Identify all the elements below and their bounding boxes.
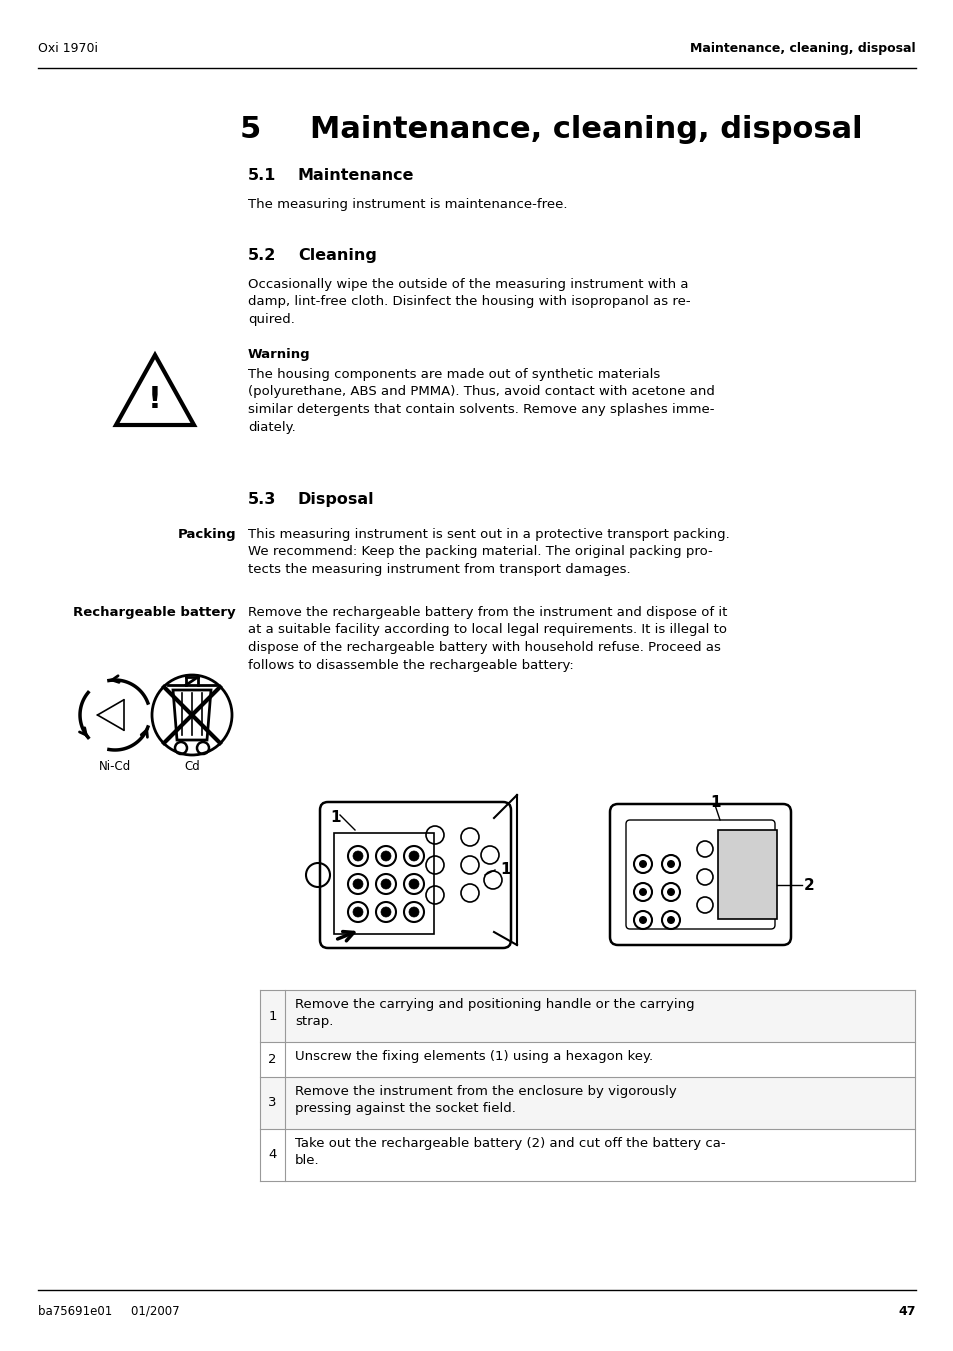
- Circle shape: [409, 907, 418, 917]
- Circle shape: [409, 880, 418, 889]
- Text: Rechargeable battery: Rechargeable battery: [73, 607, 235, 619]
- Text: Take out the rechargeable battery (2) and cut off the battery ca-
ble.: Take out the rechargeable battery (2) an…: [294, 1138, 725, 1167]
- Circle shape: [380, 880, 391, 889]
- FancyBboxPatch shape: [260, 990, 914, 1042]
- FancyBboxPatch shape: [260, 1042, 914, 1077]
- Text: 5.2: 5.2: [248, 249, 276, 263]
- Text: Maintenance: Maintenance: [297, 168, 414, 182]
- Text: 3: 3: [268, 1097, 276, 1109]
- Circle shape: [666, 888, 675, 896]
- Circle shape: [639, 888, 646, 896]
- Circle shape: [353, 880, 363, 889]
- Text: Ni-Cd: Ni-Cd: [99, 761, 131, 773]
- Circle shape: [639, 861, 646, 867]
- FancyBboxPatch shape: [260, 1129, 914, 1181]
- Circle shape: [666, 916, 675, 924]
- Text: Cleaning: Cleaning: [297, 249, 376, 263]
- Text: Cd: Cd: [184, 761, 200, 773]
- Circle shape: [380, 907, 391, 917]
- Text: 47: 47: [898, 1305, 915, 1319]
- Text: The measuring instrument is maintenance-free.: The measuring instrument is maintenance-…: [248, 199, 567, 211]
- Text: 2: 2: [268, 1052, 276, 1066]
- Text: Maintenance, cleaning, disposal: Maintenance, cleaning, disposal: [690, 42, 915, 55]
- Text: 2: 2: [803, 878, 814, 893]
- Text: 5: 5: [240, 115, 261, 145]
- Text: 1: 1: [709, 794, 720, 811]
- Text: 1: 1: [268, 1009, 276, 1023]
- Text: Remove the rechargeable battery from the instrument and dispose of it
at a suita: Remove the rechargeable battery from the…: [248, 607, 726, 671]
- Text: 1: 1: [499, 862, 510, 878]
- Text: Maintenance, cleaning, disposal: Maintenance, cleaning, disposal: [310, 115, 862, 145]
- Text: Disposal: Disposal: [297, 492, 375, 507]
- Circle shape: [639, 916, 646, 924]
- Text: 4: 4: [268, 1148, 276, 1162]
- Text: !: !: [148, 385, 162, 415]
- Text: Remove the instrument from the enclosure by vigorously
pressing against the sock: Remove the instrument from the enclosure…: [294, 1085, 676, 1115]
- Text: Oxi 1970i: Oxi 1970i: [38, 42, 98, 55]
- Text: Occasionally wipe the outside of the measuring instrument with a
damp, lint-free: Occasionally wipe the outside of the mea…: [248, 278, 690, 326]
- Text: Remove the carrying and positioning handle or the carrying
strap.: Remove the carrying and positioning hand…: [294, 998, 694, 1028]
- Text: Packing: Packing: [177, 528, 235, 540]
- Circle shape: [409, 851, 418, 861]
- Text: 5.1: 5.1: [248, 168, 276, 182]
- Text: Warning: Warning: [248, 349, 311, 361]
- Text: Unscrew the fixing elements (1) using a hexagon key.: Unscrew the fixing elements (1) using a …: [294, 1050, 653, 1063]
- Circle shape: [380, 851, 391, 861]
- Text: This measuring instrument is sent out in a protective transport packing.
We reco: This measuring instrument is sent out in…: [248, 528, 729, 576]
- Circle shape: [353, 851, 363, 861]
- Text: 5.3: 5.3: [248, 492, 276, 507]
- Text: The housing components are made out of synthetic materials
(polyurethane, ABS an: The housing components are made out of s…: [248, 367, 714, 434]
- Circle shape: [353, 907, 363, 917]
- Text: 1: 1: [330, 811, 340, 825]
- FancyBboxPatch shape: [718, 830, 776, 919]
- Circle shape: [666, 861, 675, 867]
- Text: ba75691e01     01/2007: ba75691e01 01/2007: [38, 1305, 179, 1319]
- FancyBboxPatch shape: [260, 1077, 914, 1129]
